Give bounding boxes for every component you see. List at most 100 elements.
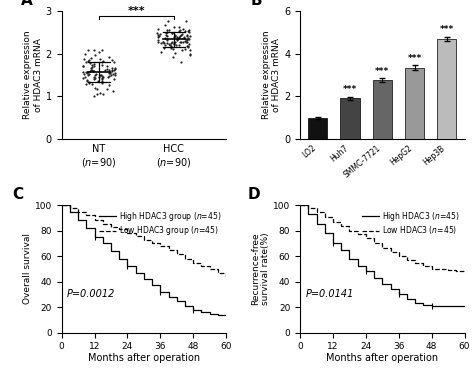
Point: [185, 29, 193, 35]
High HDAC3 (n=45): [437, 304, 443, 308]
High HDAC3 group (n=45): [108, 249, 114, 253]
Point: [169, 46, 176, 52]
High HDAC3 group (n=45): [125, 264, 130, 269]
High HDAC3 (n=45): [388, 287, 393, 291]
Point: [183, 36, 191, 42]
Point: [109, 71, 117, 77]
Point: [164, 40, 171, 46]
Point: [104, 74, 112, 80]
Low HDAC3 group (n=45): [75, 209, 81, 214]
Point: [177, 39, 185, 45]
Point: [172, 32, 179, 38]
Point: [163, 36, 170, 42]
High HDAC3 group (n=45): [207, 310, 212, 314]
Low HDAC3 group (n=45): [223, 270, 229, 275]
High HDAC3 (n=45): [322, 222, 328, 226]
High HDAC3 (n=45): [363, 264, 369, 269]
Point: [105, 70, 113, 76]
Bar: [308, 118, 328, 139]
Point: [176, 27, 183, 33]
Point: [110, 59, 118, 65]
Point: [88, 62, 95, 68]
Low HDAC3 (n=45): [363, 236, 369, 240]
Low HDAC3 (n=45): [338, 220, 344, 224]
Point: [185, 28, 192, 34]
Low HDAC3 group (n=45): [83, 209, 89, 214]
Low HDAC3 group (n=45): [182, 256, 188, 261]
Point: [177, 59, 185, 65]
Point: [186, 47, 193, 53]
Point: [105, 73, 112, 79]
Point: [179, 39, 187, 45]
Point: [185, 41, 193, 47]
Point: [99, 73, 106, 79]
Point: [169, 31, 176, 37]
Low HDAC3 group (n=45): [182, 251, 188, 256]
Text: ***: ***: [375, 67, 390, 76]
High HDAC3 (n=45): [346, 256, 352, 261]
Point: [173, 35, 181, 41]
Point: [182, 46, 189, 52]
Low HDAC3 (n=45): [388, 250, 393, 255]
Low HDAC3 group (n=45): [157, 244, 163, 248]
Low HDAC3 group (n=45): [67, 205, 73, 210]
Point: [162, 32, 170, 38]
Y-axis label: Overall survival: Overall survival: [23, 233, 32, 304]
Low HDAC3 (n=45): [314, 205, 319, 210]
Point: [173, 37, 181, 43]
Point: [186, 33, 193, 39]
High HDAC3 (n=45): [380, 276, 385, 280]
Point: [175, 42, 183, 48]
Low HDAC3 (n=45): [305, 205, 311, 210]
Point: [167, 45, 175, 51]
Point: [90, 46, 97, 53]
Low HDAC3 (n=45): [429, 266, 435, 271]
Low HDAC3 group (n=45): [215, 270, 221, 275]
Low HDAC3 (n=45): [462, 269, 467, 274]
Point: [185, 36, 192, 42]
High HDAC3 (n=45): [380, 282, 385, 287]
High HDAC3 (n=45): [420, 301, 426, 305]
High HDAC3 (n=45): [412, 297, 418, 302]
Low HDAC3 group (n=45): [149, 237, 155, 242]
High HDAC3 group (n=45): [149, 277, 155, 281]
Low HDAC3 (n=45): [346, 223, 352, 228]
High HDAC3 (n=45): [462, 304, 467, 308]
High HDAC3 (n=45): [454, 304, 459, 308]
Point: [97, 72, 104, 78]
High HDAC3 group (n=45): [133, 264, 138, 269]
Point: [87, 67, 95, 73]
Point: [91, 75, 99, 81]
Low HDAC3 (n=45): [429, 264, 435, 269]
Point: [182, 38, 189, 44]
Low HDAC3 (n=45): [355, 232, 360, 237]
Low HDAC3 group (n=45): [166, 244, 172, 248]
Point: [91, 85, 99, 91]
Text: P=0.0012: P=0.0012: [67, 289, 116, 299]
High HDAC3 (n=45): [355, 264, 360, 269]
High HDAC3 (n=45): [346, 248, 352, 252]
Point: [163, 29, 171, 35]
Bar: [373, 81, 392, 139]
Point: [89, 68, 97, 74]
Low HDAC3 group (n=45): [91, 218, 97, 223]
Point: [80, 75, 87, 81]
Point: [85, 80, 92, 86]
Low HDAC3 (n=45): [437, 266, 443, 271]
High HDAC3 group (n=45): [191, 304, 196, 308]
Point: [82, 68, 90, 74]
Point: [154, 37, 162, 43]
Point: [84, 58, 92, 64]
High HDAC3 group (n=45): [199, 307, 204, 312]
Point: [182, 36, 190, 42]
Point: [169, 54, 177, 60]
Point: [166, 42, 174, 48]
Low HDAC3 (n=45): [404, 258, 410, 262]
Low HDAC3 group (n=45): [75, 205, 81, 210]
Point: [86, 79, 93, 85]
Point: [170, 25, 178, 31]
High HDAC3 group (n=45): [166, 290, 172, 294]
Low HDAC3 (n=45): [437, 266, 443, 271]
Point: [108, 65, 116, 71]
High HDAC3 (n=45): [355, 256, 360, 261]
